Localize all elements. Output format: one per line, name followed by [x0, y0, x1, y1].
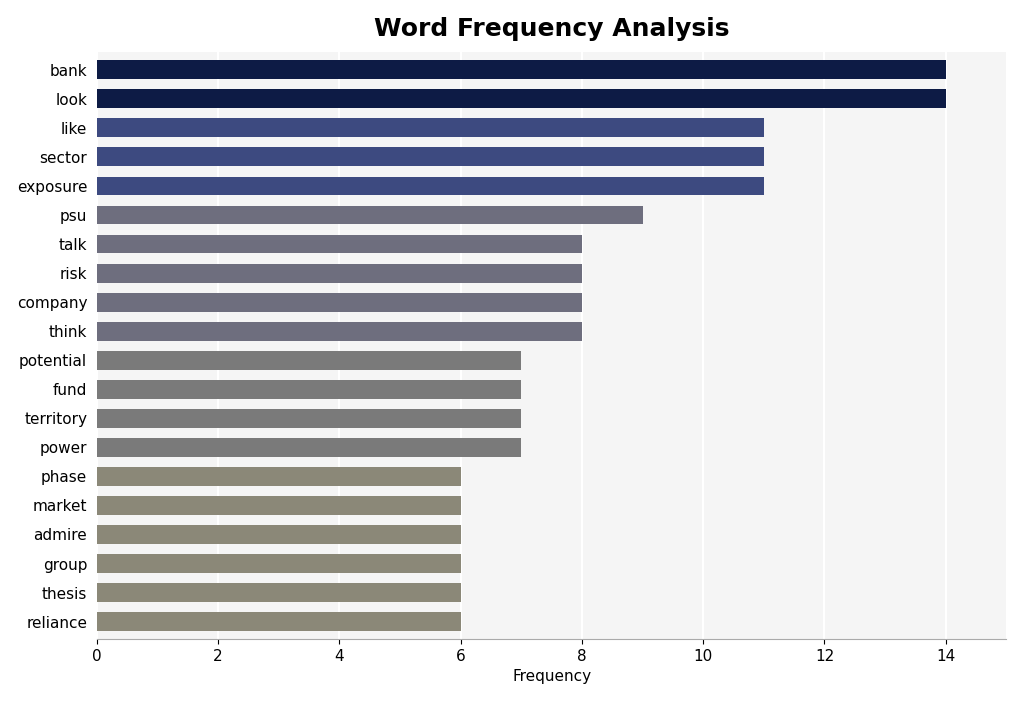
Bar	[97, 380, 522, 399]
Bar	[97, 205, 642, 224]
Bar	[97, 293, 582, 311]
Bar	[97, 467, 460, 486]
Bar	[97, 235, 582, 254]
Bar	[97, 177, 764, 196]
Title: Word Frequency Analysis: Word Frequency Analysis	[373, 17, 729, 41]
Bar	[97, 438, 522, 457]
Bar	[97, 496, 460, 515]
Bar	[97, 118, 764, 137]
Bar	[97, 612, 460, 631]
Bar	[97, 583, 460, 602]
Bar	[97, 89, 945, 108]
Bar	[97, 525, 460, 544]
Bar	[97, 264, 582, 283]
Bar	[97, 554, 460, 573]
Bar	[97, 60, 945, 79]
X-axis label: Frequency: Frequency	[513, 669, 591, 684]
Bar	[97, 409, 522, 428]
Bar	[97, 322, 582, 341]
Bar	[97, 350, 522, 369]
Bar	[97, 147, 764, 166]
